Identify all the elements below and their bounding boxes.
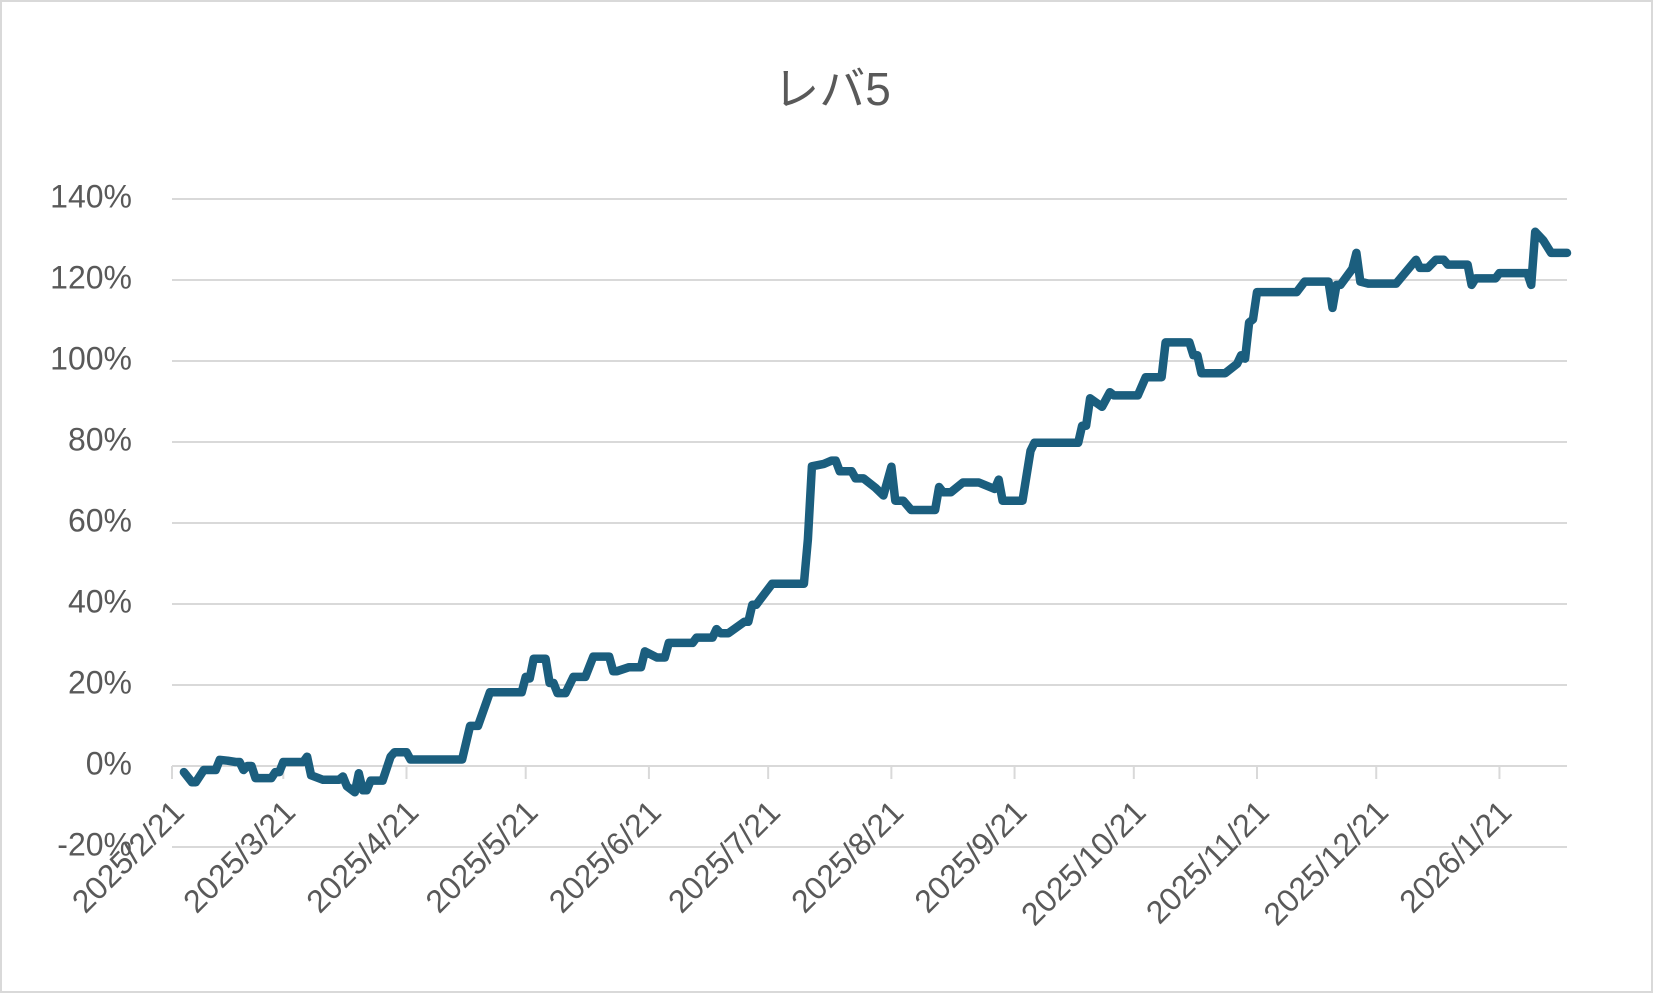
y-tick-label: 60% [68,502,132,538]
y-tick-label: 40% [68,583,132,619]
chart-title: レバ5 [773,63,891,115]
y-tick-label: 120% [50,259,132,295]
y-tick-label: 140% [50,178,132,214]
y-tick-label: -20% [57,826,132,862]
y-tick-label: 100% [50,340,132,376]
y-tick-label: 20% [68,664,132,700]
line-series [179,227,1572,797]
y-tick-label: 80% [68,421,132,457]
y-tick-label: 0% [86,745,132,781]
